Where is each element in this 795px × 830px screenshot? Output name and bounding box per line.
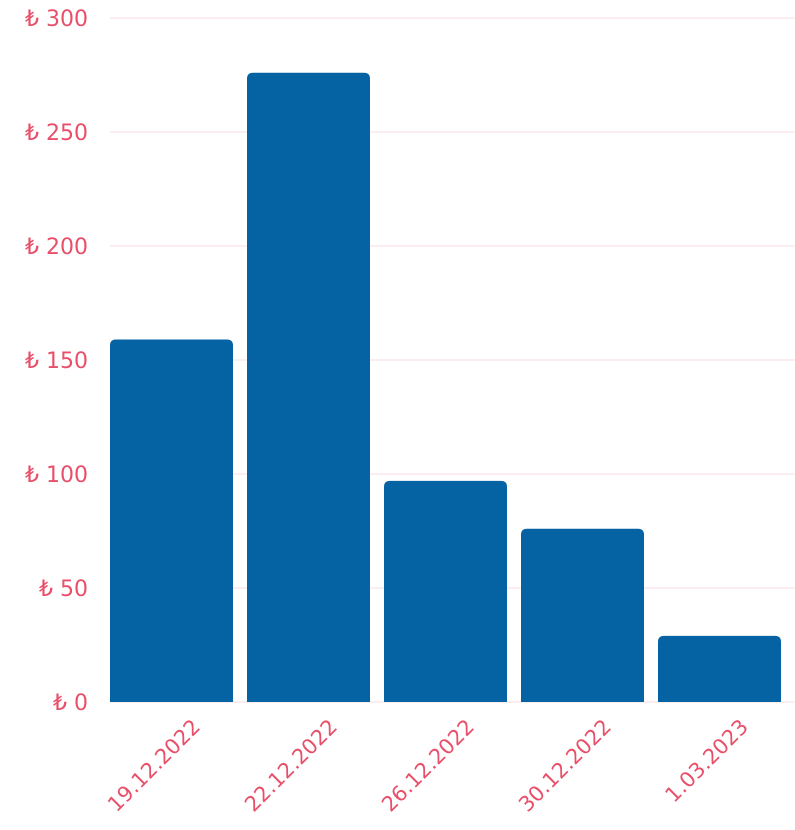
x-tick-label: 19.12.2022	[103, 715, 205, 817]
y-tick-label: ₺ 200	[25, 235, 88, 260]
bar-22.12.2022	[247, 72, 370, 703]
bars	[110, 72, 781, 703]
x-tick-label: 30.12.2022	[514, 715, 616, 817]
x-tick-label: 22.12.2022	[240, 715, 342, 817]
y-axis: ₺ 0 ₺ 50 ₺ 100 ₺ 150 ₺ 200 ₺ 250 ₺ 300	[25, 7, 88, 716]
bar-30.12.2022	[521, 528, 644, 702]
x-axis: 19.12.2022 22.12.2022 26.12.2022 30.12.2022…	[103, 715, 753, 817]
bar-26.12.2022	[384, 480, 507, 702]
y-tick-label: ₺ 150	[25, 349, 88, 374]
y-tick-label: ₺ 300	[25, 7, 88, 32]
y-tick-label: ₺ 0	[53, 691, 88, 716]
bar-19.12.2022	[110, 339, 233, 702]
y-tick-label: ₺ 100	[25, 463, 88, 488]
y-tick-label: ₺ 250	[25, 121, 88, 146]
x-tick-label: 26.12.2022	[377, 715, 479, 817]
bar-1.03.2023	[658, 635, 781, 702]
y-tick-label: ₺ 50	[39, 577, 88, 602]
x-tick-label: 1.03.2023	[660, 715, 753, 808]
